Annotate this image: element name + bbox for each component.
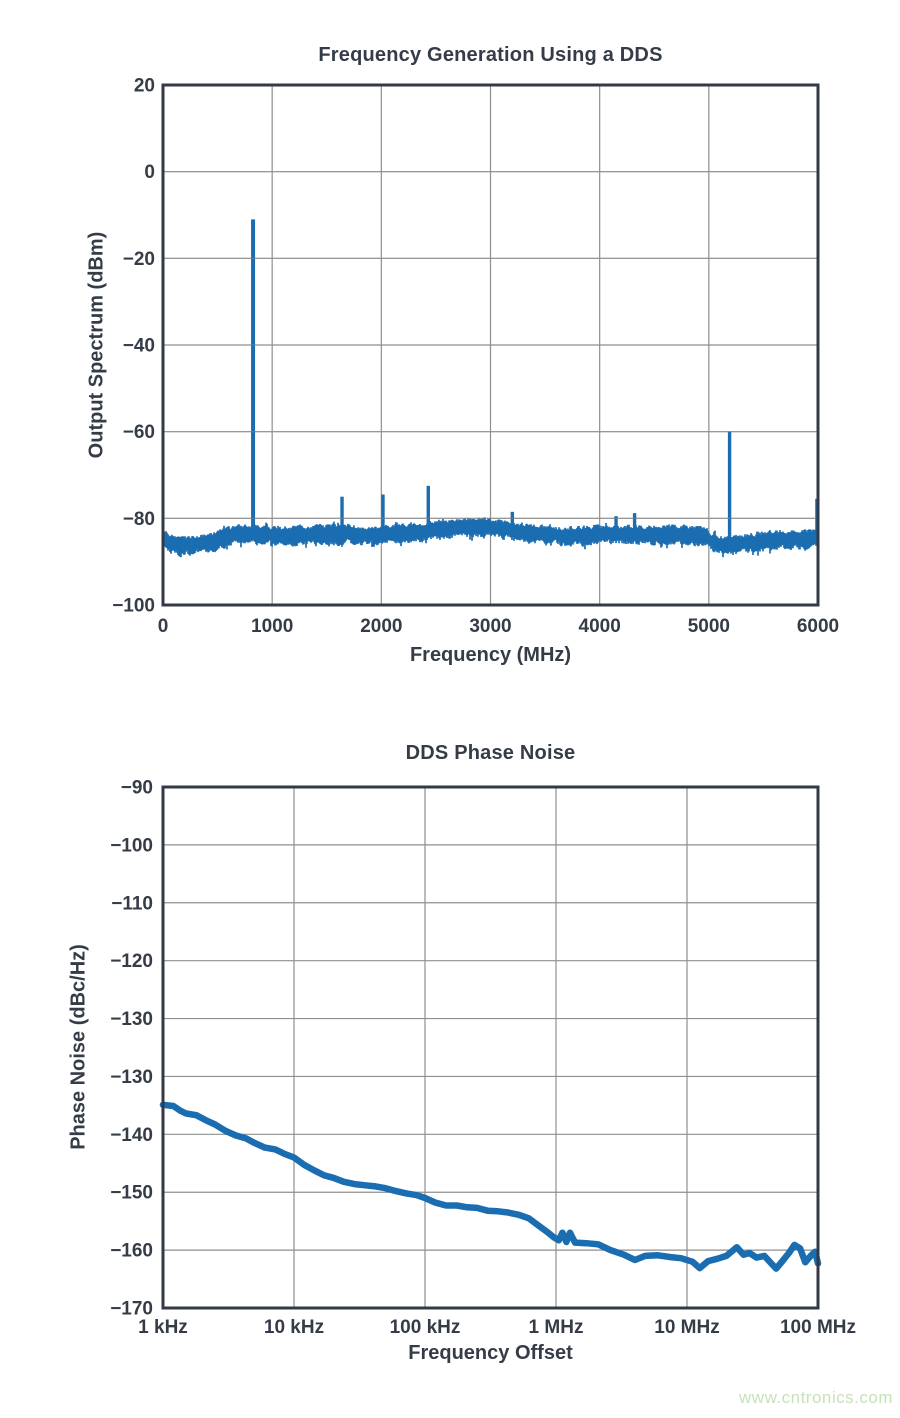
phase-noise-y-tick-label: −100 xyxy=(110,835,153,856)
spectrum-y-tick-label: −100 xyxy=(112,596,155,617)
phase-noise-y-tick-label: −170 xyxy=(110,1299,153,1320)
spectrum-x-axis-label: Frequency (MHz) xyxy=(409,644,572,666)
phase-noise-y-tick-label: −140 xyxy=(110,1125,153,1146)
phase-noise-y-tick-label: −130 xyxy=(110,1067,153,1088)
spectrum-y-tick-label: 20 xyxy=(134,76,155,97)
phase-noise-chart-title: DDS Phase Noise xyxy=(405,742,576,764)
spectrum-x-tick-label: 2000 xyxy=(360,616,402,637)
watermark: www.cntronics.com xyxy=(739,1388,893,1407)
spectrum-x-tick-label: 5000 xyxy=(688,616,730,637)
phase-noise-y-tick-label: −110 xyxy=(111,893,153,914)
phase-noise-x-tick-label: 100 MHz xyxy=(780,1317,856,1338)
spectrum-x-tick-label: 4000 xyxy=(579,616,621,637)
spectrum-x-tick-label: 3000 xyxy=(469,616,511,637)
spectrum-x-tick-label: 0 xyxy=(158,616,169,637)
spectrum-x-tick-label: 1000 xyxy=(251,616,293,637)
spectrum-chart-title: Frequency Generation Using a DDS xyxy=(318,44,663,66)
phase-noise-x-axis-label: Frequency Offset xyxy=(408,1342,573,1364)
spectrum-axis-box xyxy=(161,83,820,607)
spectrum-y-tick-label: −80 xyxy=(123,509,155,530)
phase-noise-y-tick-label: −150 xyxy=(110,1183,153,1204)
spectrum-y-tick-label: 0 xyxy=(144,162,155,183)
phase-noise-y-tick-label: −120 xyxy=(110,951,153,972)
phase-noise-x-tick-label: 10 kHz xyxy=(264,1317,324,1338)
phase-noise-y-tick-label: −90 xyxy=(121,778,153,799)
phase-noise-x-tick-label: 1 kHz xyxy=(138,1317,188,1338)
spectrum-y-tick-label: −20 xyxy=(123,249,155,270)
spectrum-y-tick-label: −40 xyxy=(123,336,155,357)
phase-noise-y-tick-label: −160 xyxy=(110,1241,153,1262)
phase-noise-axis-box xyxy=(161,785,820,1310)
phase-noise-x-tick-label: 1 MHz xyxy=(529,1317,584,1338)
phase-noise-x-tick-label: 10 MHz xyxy=(654,1317,719,1338)
phase-noise-y-tick-label: −130 xyxy=(110,1009,153,1030)
spectrum-x-tick-label: 6000 xyxy=(797,616,839,637)
spectrum-y-tick-label: −60 xyxy=(123,422,155,443)
phase-noise-curve xyxy=(159,1101,822,1272)
phase-noise-x-tick-label: 100 kHz xyxy=(390,1317,461,1338)
